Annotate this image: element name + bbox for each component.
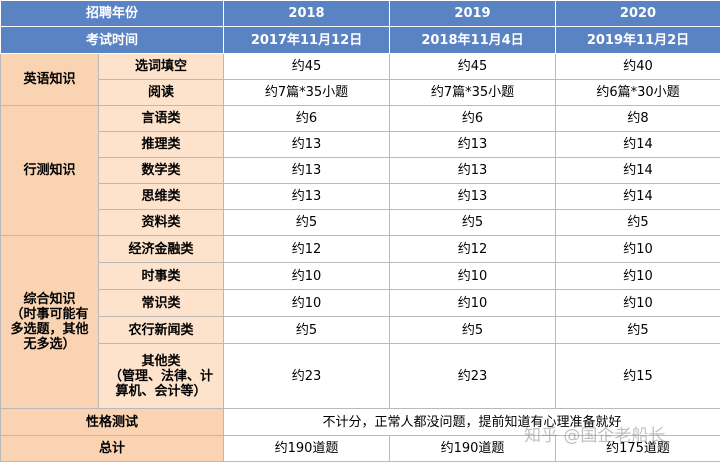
value-cell: 约13 bbox=[389, 131, 557, 158]
value-cell: 约45 bbox=[223, 53, 391, 80]
value-cell: 约5 bbox=[223, 209, 391, 236]
item-label: 言语类 bbox=[97, 105, 225, 132]
table-row: 其他类 （管理、法律、计 算机、会计等） 约23 约23 约15 bbox=[1, 343, 720, 409]
item-label: 选词填空 bbox=[97, 53, 225, 80]
category-line: 多选题，其他 bbox=[10, 322, 89, 337]
value-cell: 约10 bbox=[555, 235, 720, 263]
total-value: 约190道题 bbox=[389, 435, 557, 462]
value-cell: 约10 bbox=[389, 289, 557, 317]
table-row: 资料类 约5 约5 约5 bbox=[1, 209, 720, 236]
value-cell: 约40 bbox=[555, 53, 720, 80]
total-label: 总计 bbox=[0, 435, 225, 462]
value-cell: 约14 bbox=[555, 183, 720, 210]
value-cell: 约14 bbox=[555, 157, 720, 184]
header-year-2019: 2019 bbox=[389, 0, 557, 27]
table-row: 数学类 约13 约13 约14 bbox=[1, 157, 720, 184]
category-english: 英语知识 bbox=[0, 53, 99, 106]
table-row: 农行新闻类 约5 约5 约5 bbox=[1, 316, 720, 344]
value-cell: 约10 bbox=[223, 262, 391, 290]
table-row: 时事类 约10 约10 约10 bbox=[1, 262, 720, 290]
category-xingce: 行测知识 bbox=[0, 105, 99, 236]
value-cell: 约5 bbox=[389, 209, 557, 236]
header-year-2018: 2018 bbox=[223, 0, 391, 27]
value-cell: 约14 bbox=[555, 131, 720, 158]
value-cell: 约13 bbox=[223, 183, 391, 210]
value-cell: 约10 bbox=[389, 262, 557, 290]
category-line: （时事可能有 bbox=[10, 307, 89, 322]
header-date-label: 考试时间 bbox=[0, 26, 225, 54]
item-label: 资料类 bbox=[97, 209, 225, 236]
header-row-date: 考试时间 2017年11月12日 2018年11月4日 2019年11月2日 bbox=[0, 26, 720, 54]
table-row: 推理类 约13 约13 约14 bbox=[1, 131, 720, 158]
value-cell: 约12 bbox=[389, 235, 557, 263]
value-cell: 约5 bbox=[555, 209, 720, 236]
item-line: 其他类 bbox=[141, 353, 181, 369]
category-zonghe: 综合知识 （时事可能有 多选题，其他 无多选） bbox=[0, 235, 99, 409]
value-cell: 约15 bbox=[555, 343, 720, 409]
header-year-2020: 2020 bbox=[555, 0, 720, 27]
value-cell: 约5 bbox=[389, 316, 557, 344]
personality-label: 性格测试 bbox=[0, 408, 225, 436]
value-cell: 约6篇*30小题 bbox=[555, 79, 720, 106]
table-row-personality: 性格测试 不计分，正常人都没问题，提前知道有心理准备就好 bbox=[0, 408, 720, 436]
item-label: 推理类 bbox=[97, 131, 225, 158]
value-cell: 约23 bbox=[223, 343, 391, 409]
value-cell: 约13 bbox=[223, 131, 391, 158]
item-label: 常识类 bbox=[97, 289, 225, 317]
value-cell: 约7篇*35小题 bbox=[223, 79, 391, 106]
item-line: （管理、法律、计 bbox=[109, 368, 214, 384]
value-cell: 约13 bbox=[389, 183, 557, 210]
header-year-label: 招聘年份 bbox=[0, 0, 225, 27]
value-cell: 约13 bbox=[223, 157, 391, 184]
value-cell: 约6 bbox=[223, 105, 391, 132]
table-row: 常识类 约10 约10 约10 bbox=[1, 289, 720, 317]
personality-text: 不计分，正常人都没问题，提前知道有心理准备就好 bbox=[223, 408, 720, 436]
value-cell: 约10 bbox=[555, 262, 720, 290]
table-row: 英语知识 选词填空 约45 约45 约40 bbox=[0, 53, 720, 106]
value-cell: 约45 bbox=[389, 53, 557, 80]
value-cell: 约12 bbox=[223, 235, 391, 263]
item-label: 阅读 bbox=[97, 79, 225, 106]
value-cell: 约5 bbox=[555, 316, 720, 344]
total-value: 约175道题 bbox=[555, 435, 720, 462]
table-row: 行测知识 言语类 约6 约6 约8 bbox=[0, 105, 720, 236]
value-cell: 约23 bbox=[389, 343, 557, 409]
category-line: 综合知识 bbox=[23, 292, 76, 307]
header-date-2019: 2018年11月4日 bbox=[389, 26, 557, 54]
item-label: 农行新闻类 bbox=[97, 316, 225, 344]
value-cell: 约10 bbox=[555, 289, 720, 317]
header-date-2018: 2017年11月12日 bbox=[223, 26, 391, 54]
value-cell: 约8 bbox=[555, 105, 720, 132]
header-row-year: 招聘年份 2018 2019 2020 bbox=[0, 0, 720, 27]
table-row: 综合知识 （时事可能有 多选题，其他 无多选） 经济金融类 约12 约12 约1… bbox=[0, 235, 720, 409]
value-cell: 约10 bbox=[223, 289, 391, 317]
item-label: 时事类 bbox=[97, 262, 225, 290]
value-cell: 约7篇*35小题 bbox=[389, 79, 557, 106]
item-label-multiline: 其他类 （管理、法律、计 算机、会计等） bbox=[97, 343, 225, 409]
value-cell: 约13 bbox=[389, 157, 557, 184]
item-line: 算机、会计等） bbox=[115, 383, 207, 399]
table-row: 思维类 约13 约13 约14 bbox=[1, 183, 720, 210]
table-row: 阅读 约7篇*35小题 约7篇*35小题 约6篇*30小题 bbox=[1, 79, 720, 106]
total-value: 约190道题 bbox=[223, 435, 391, 462]
item-label: 经济金融类 bbox=[97, 235, 225, 263]
item-label: 思维类 bbox=[97, 183, 225, 210]
table-row-total: 总计 约190道题 约190道题 约175道题 bbox=[0, 435, 720, 462]
item-label: 数学类 bbox=[97, 157, 225, 184]
header-date-2020: 2019年11月2日 bbox=[555, 26, 720, 54]
category-line: 无多选） bbox=[23, 337, 76, 352]
value-cell: 约5 bbox=[223, 316, 391, 344]
value-cell: 约6 bbox=[389, 105, 557, 132]
